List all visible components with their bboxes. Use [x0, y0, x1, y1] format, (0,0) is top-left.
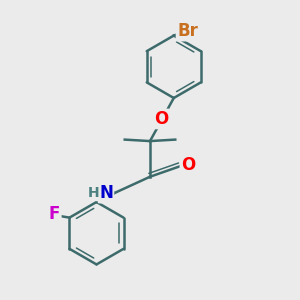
Text: O: O [181, 156, 195, 174]
Text: F: F [49, 205, 60, 223]
Text: H: H [88, 186, 99, 200]
Text: N: N [99, 184, 113, 202]
Text: O: O [154, 110, 168, 128]
Text: Br: Br [177, 22, 198, 40]
